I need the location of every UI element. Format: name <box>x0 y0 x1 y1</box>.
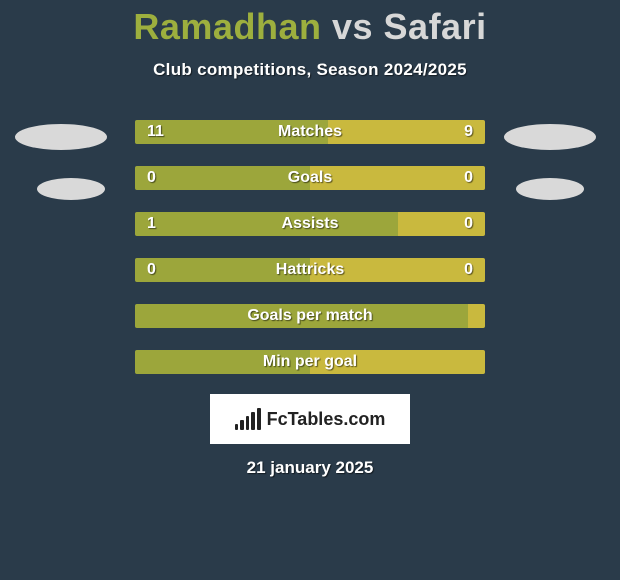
page-title: Ramadhan vs Safari <box>0 0 620 48</box>
brand-badge: FcTables.com <box>210 394 410 444</box>
stat-value-left: 0 <box>147 169 156 187</box>
stat-row: Assists 1 0 <box>135 212 485 236</box>
player2-name: Safari <box>384 6 487 47</box>
stat-row: Hattricks 0 0 <box>135 258 485 282</box>
player1-name: Ramadhan <box>133 6 321 47</box>
subtitle: Club competitions, Season 2024/2025 <box>0 60 620 80</box>
stat-label: Assists <box>282 215 339 233</box>
stat-value-left: 1 <box>147 215 156 233</box>
brand-label: FcTables.com <box>267 409 386 430</box>
stat-bar-left <box>135 166 310 190</box>
stat-value-right: 0 <box>464 169 473 187</box>
brand-bar <box>257 408 261 430</box>
stat-row: Matches 11 9 <box>135 120 485 144</box>
brand-bars-icon <box>235 408 261 430</box>
stats-table: Matches119Goals00Assists10Hattricks00Goa… <box>135 120 485 374</box>
comparison-card: Ramadhan vs Safari Club competitions, Se… <box>0 0 620 580</box>
stat-bar-right <box>310 166 485 190</box>
stat-bar-right <box>468 304 486 328</box>
avatar-ellipse <box>516 178 584 200</box>
avatar-ellipse <box>37 178 105 200</box>
stat-value-right: 0 <box>464 215 473 233</box>
stat-bar-right <box>328 120 486 144</box>
stat-row: Goals 0 0 <box>135 166 485 190</box>
date-label: 21 january 2025 <box>0 458 620 478</box>
vs-separator: vs <box>332 6 373 47</box>
brand-bar <box>251 412 255 430</box>
brand-bar <box>246 416 250 430</box>
stat-value-left: 11 <box>147 123 164 141</box>
stat-label: Min per goal <box>263 353 357 371</box>
stat-label: Hattricks <box>276 261 344 279</box>
stat-value-right: 9 <box>464 123 473 141</box>
avatar-ellipse <box>504 124 596 150</box>
stat-row: Min per goal <box>135 350 485 374</box>
stat-label: Goals <box>288 169 332 187</box>
avatar-ellipse <box>15 124 107 150</box>
brand-bar <box>240 420 244 430</box>
stat-bar-left <box>135 212 398 236</box>
brand-bar <box>235 424 239 430</box>
stat-value-right: 0 <box>464 261 473 279</box>
stat-label: Matches <box>278 123 342 141</box>
stat-label: Goals per match <box>247 307 372 325</box>
stat-value-left: 0 <box>147 261 156 279</box>
stat-row: Goals per match <box>135 304 485 328</box>
